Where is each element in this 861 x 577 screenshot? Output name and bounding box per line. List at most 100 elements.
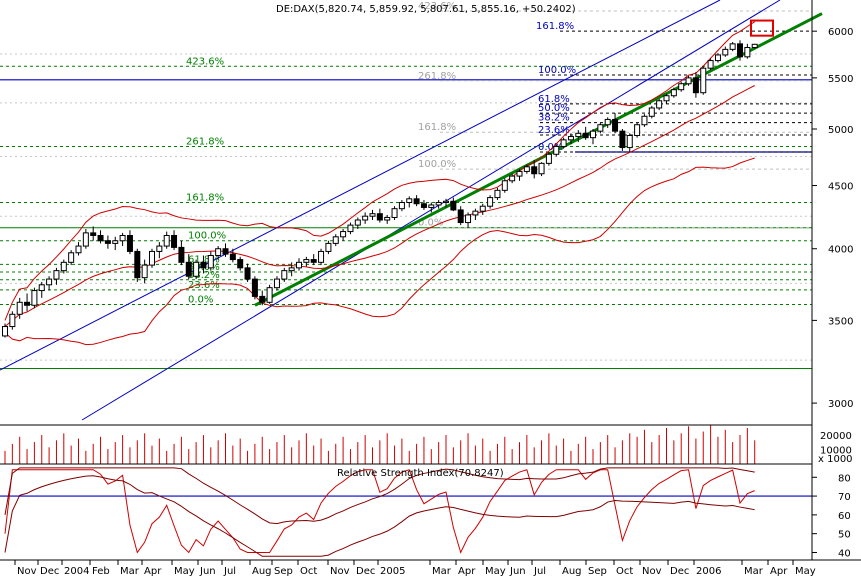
- candle-body: [163, 234, 170, 247]
- candle-body: [692, 77, 699, 94]
- candle-body: [200, 261, 207, 269]
- x-tick-label: May: [795, 566, 816, 577]
- bollinger-upper-line: [4, 21, 755, 321]
- fib-retracement-2-label: 100.0%: [538, 65, 576, 76]
- candle-body: [648, 107, 655, 117]
- candle-body: [509, 175, 516, 182]
- candle-body: [737, 43, 743, 58]
- candle-body: [222, 248, 229, 255]
- x-tick-label: May: [174, 566, 195, 577]
- candle-body: [31, 290, 38, 306]
- candle-body: [141, 264, 148, 279]
- candle-body: [634, 124, 641, 136]
- candle-body: [207, 254, 214, 269]
- candle-body: [722, 48, 729, 56]
- candles-layer: [2, 40, 758, 338]
- candle-body: [112, 240, 119, 244]
- x-tick-label: Sep: [274, 566, 293, 577]
- candle-body: [575, 132, 582, 138]
- rsi-tick-label: 50: [838, 530, 851, 541]
- fib-retracement-2-label: 38.2%: [538, 113, 570, 124]
- x-tick-label: Oct: [616, 566, 633, 577]
- volume-unit-label: x 1000: [818, 454, 853, 465]
- x-tick-label: Sep: [588, 566, 607, 577]
- fib-gray-label: 0.0%: [418, 218, 443, 229]
- x-tick-label: 2006: [696, 566, 721, 577]
- fib-extension-1-label: 161.8%: [186, 192, 224, 203]
- candle-body: [332, 236, 339, 244]
- candle-body: [310, 259, 317, 263]
- x-tick-label: Aug: [252, 566, 272, 577]
- candle-body: [104, 240, 111, 244]
- candle-body: [340, 231, 347, 238]
- price-tick-label: 4000: [828, 245, 853, 256]
- fib-extension-1-label: 261.8%: [186, 136, 224, 147]
- fib-retracement-2-label: 23.6%: [538, 125, 570, 136]
- rsi-tick-label: 40: [838, 548, 851, 559]
- candle-body: [663, 95, 670, 102]
- x-tick-label: Apr: [458, 566, 476, 577]
- x-tick-label: Nov: [642, 566, 662, 577]
- x-tick-label: Oct: [300, 566, 317, 577]
- candle-body: [670, 89, 677, 97]
- candle-body: [288, 267, 295, 272]
- x-tick-label: Jun: [509, 566, 526, 577]
- fib-gray-label: 161.8%: [418, 122, 456, 133]
- volume-tick-label: 20000: [820, 431, 852, 442]
- x-tick-label: Dec: [670, 566, 689, 577]
- candle-body: [545, 153, 552, 164]
- rsi-layer: 80 70 60 50 40: [0, 467, 851, 559]
- candle-body: [487, 197, 494, 207]
- fib-extension-2-label: 161.8%: [536, 21, 574, 32]
- candle-body: [237, 259, 244, 269]
- candle-body: [479, 205, 486, 212]
- candle-body: [590, 130, 596, 139]
- rsi-line: [4, 469, 755, 554]
- candle-body: [185, 261, 192, 277]
- moving-average-line: [4, 85, 755, 327]
- candle-body: [516, 170, 523, 177]
- candle-body: [406, 198, 413, 203]
- price-tick-label: 3000: [828, 399, 853, 410]
- candle-body: [729, 43, 736, 50]
- candle-body: [244, 267, 251, 280]
- candle-body: [707, 60, 714, 69]
- candle-body: [149, 250, 155, 266]
- fib-retracement-2-label: 61.8%: [538, 94, 570, 105]
- candle-body: [391, 208, 398, 218]
- candle-body: [435, 201, 442, 206]
- candle-body: [318, 250, 325, 263]
- candle-body: [156, 245, 163, 252]
- candle-body: [266, 287, 273, 303]
- candle-body: [178, 246, 185, 263]
- fib-gray-label: 423.6%: [418, 1, 456, 12]
- candle-body: [714, 54, 721, 62]
- candle-body: [641, 115, 648, 126]
- candle-body: [303, 259, 310, 263]
- target-box: [750, 19, 774, 37]
- candle-body: [68, 252, 75, 263]
- x-tick-label: Feb: [92, 566, 110, 577]
- candle-body: [582, 132, 589, 139]
- candle-body: [531, 166, 538, 175]
- candle-body: [553, 145, 560, 155]
- candle-body: [376, 213, 383, 221]
- candle-body: [567, 136, 574, 141]
- candle-body: [251, 278, 258, 297]
- candle-body: [82, 232, 89, 247]
- fib-extension-1-label: 423.6%: [186, 56, 224, 67]
- candle-body: [450, 200, 457, 211]
- price-tick-label: 5000: [828, 125, 853, 136]
- candle-body: [744, 47, 751, 58]
- candle-body: [604, 118, 611, 126]
- candle-body: [751, 43, 758, 49]
- x-tick-label: Dec: [40, 566, 59, 577]
- fib-retracement-2-label: 0.0%: [538, 142, 563, 153]
- x-tick-label: Nov: [330, 566, 350, 577]
- volume-tick-label: 10000: [820, 445, 852, 456]
- x-tick-label: Nov: [17, 566, 37, 577]
- candle-body: [126, 234, 133, 252]
- candle-body: [597, 124, 604, 132]
- candle-body: [501, 180, 508, 191]
